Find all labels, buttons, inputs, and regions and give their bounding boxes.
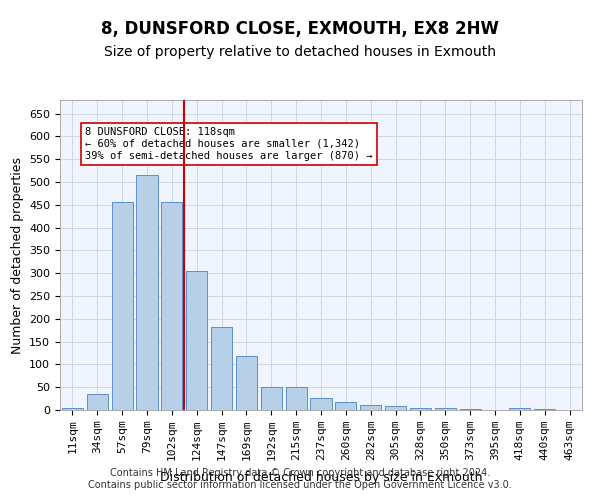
Bar	[62, 408, 83, 410]
Text: 8 DUNSFORD CLOSE: 118sqm
← 60% of detached houses are smaller (1,342)
39% of sem: 8 DUNSFORD CLOSE: 118sqm ← 60% of detach…	[85, 128, 373, 160]
Bar	[460, 409, 481, 410]
Bar	[236, 356, 257, 410]
Bar	[310, 398, 332, 410]
Text: 8, DUNSFORD CLOSE, EXMOUTH, EX8 2HW: 8, DUNSFORD CLOSE, EXMOUTH, EX8 2HW	[101, 20, 499, 38]
Y-axis label: Number of detached properties: Number of detached properties	[11, 156, 23, 354]
Bar	[136, 175, 158, 410]
Bar	[534, 409, 555, 410]
Bar	[385, 406, 406, 410]
Bar	[286, 387, 307, 410]
Bar	[87, 394, 108, 410]
Bar	[360, 404, 381, 410]
Bar	[261, 387, 282, 410]
Bar	[410, 408, 431, 410]
X-axis label: Distribution of detached houses by size in Exmouth: Distribution of detached houses by size …	[160, 472, 482, 484]
Bar	[211, 328, 232, 410]
Text: Contains HM Land Registry data © Crown copyright and database right 2024.
Contai: Contains HM Land Registry data © Crown c…	[88, 468, 512, 490]
Bar	[161, 202, 182, 410]
Bar	[335, 402, 356, 410]
Bar	[435, 408, 456, 410]
Text: Size of property relative to detached houses in Exmouth: Size of property relative to detached ho…	[104, 45, 496, 59]
Bar	[112, 202, 133, 410]
Bar	[186, 271, 207, 410]
Bar	[509, 408, 530, 410]
